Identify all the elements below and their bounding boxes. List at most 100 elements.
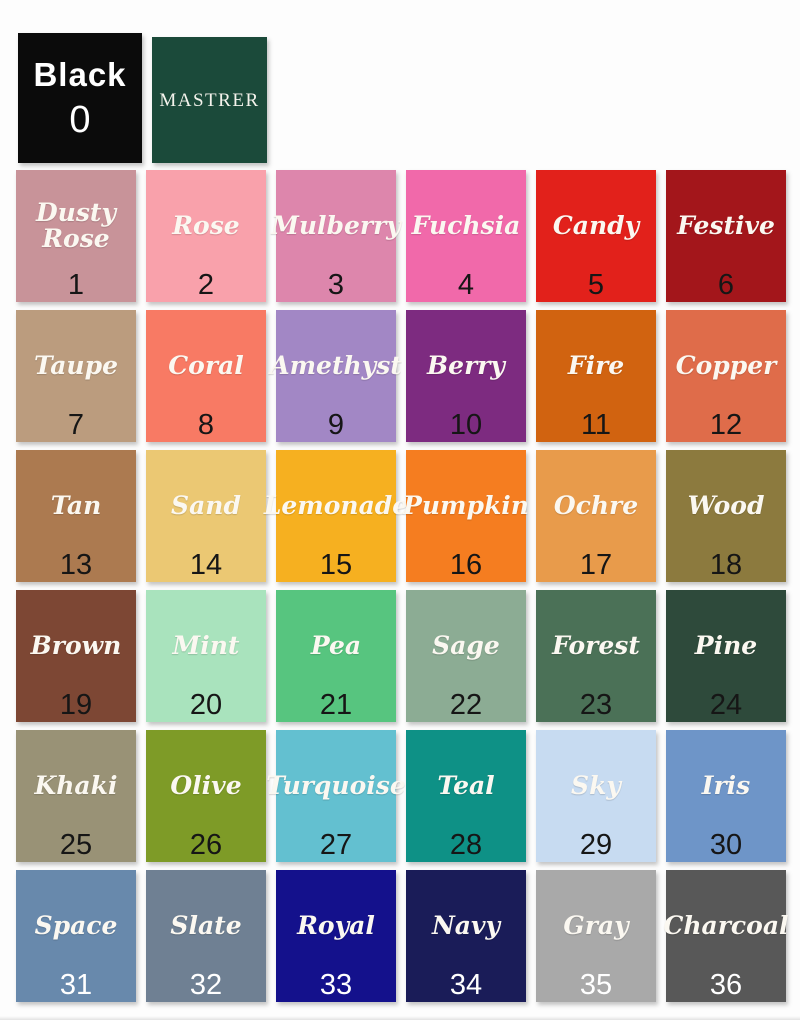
swatch-name: Amethyst: [270, 350, 402, 380]
swatch-mulberry: Mulberry 3: [271, 170, 401, 302]
swatch-number: 2: [197, 269, 215, 301]
swatch-number: 23: [579, 689, 613, 721]
swatch-name: Tan: [50, 490, 102, 520]
swatch-coral: Coral 8: [146, 310, 266, 442]
swatch-name: Coral: [168, 350, 244, 380]
swatch-number: 29: [579, 829, 613, 861]
swatch-number: 21: [319, 689, 353, 721]
swatch-rose: Rose 2: [146, 170, 266, 302]
swatch-tan: Tan 13: [16, 450, 136, 582]
swatch-berry: Berry 10: [406, 310, 526, 442]
swatch-number: 34: [449, 969, 483, 1001]
swatch-number: 16: [449, 549, 483, 581]
swatch-name: Royal: [297, 910, 375, 940]
swatch-number: 13: [59, 549, 93, 581]
swatch-teal: Teal 28: [406, 730, 526, 862]
swatch-forest: Forest 23: [536, 590, 656, 722]
swatch-name: Sky: [571, 770, 621, 800]
swatch-sky: Sky 29: [536, 730, 656, 862]
swatch-number: 5: [587, 269, 605, 301]
swatch-turquoise: Turquoise 27: [266, 730, 406, 862]
swatch-name: Pumpkin: [403, 490, 529, 520]
swatch-fuchsia: Fuchsia 4: [406, 170, 526, 302]
swatch-pea: Pea 21: [276, 590, 396, 722]
swatch-wood: Wood 18: [666, 450, 786, 582]
swatch-number: 7: [67, 409, 85, 441]
swatch-number: 9: [327, 409, 345, 441]
swatch-name: Ochre: [553, 490, 639, 520]
swatch-sage: Sage 22: [406, 590, 526, 722]
swatch-number: 11: [580, 409, 612, 441]
swatch-name: Wood: [687, 490, 765, 520]
swatch-number: 28: [449, 829, 483, 861]
black-label: Black: [33, 55, 127, 93]
swatch-khaki: Khaki 25: [16, 730, 136, 862]
swatch-number: 12: [709, 409, 743, 441]
swatch-name: Berry: [427, 350, 505, 380]
swatch-number: 27: [319, 829, 353, 861]
swatch-amethyst: Amethyst 9: [270, 310, 402, 442]
swatch-name: Slate: [170, 910, 242, 940]
swatch-name: Taupe: [34, 350, 118, 380]
swatch-olive: Olive 26: [146, 730, 266, 862]
swatch-name: Mulberry: [271, 210, 401, 240]
swatch-name: Forest: [552, 630, 640, 660]
swatch-royal: Royal 33: [276, 870, 396, 1002]
swatch-name: Fire: [567, 350, 625, 380]
swatch-number: 30: [709, 829, 743, 861]
swatch-slate: Slate 32: [146, 870, 266, 1002]
swatch-pumpkin: Pumpkin 16: [403, 450, 529, 582]
swatch-name: Iris: [701, 770, 751, 800]
swatch-name: Sage: [432, 630, 500, 660]
swatch-number: 22: [449, 689, 483, 721]
swatch-name: Space: [34, 910, 118, 940]
swatch-taupe: Taupe 7: [16, 310, 136, 442]
swatch-number: 31: [59, 969, 93, 1001]
swatch-number: 10: [449, 409, 483, 441]
swatch-brown: Brown 19: [16, 590, 136, 722]
swatch-number: 14: [189, 549, 223, 581]
swatch-navy: Navy 34: [406, 870, 526, 1002]
swatch-number: 8: [197, 409, 215, 441]
swatch-name: Lemonade: [263, 490, 409, 520]
swatch-number: 1: [67, 269, 85, 301]
brand-tile: MASTRER: [152, 37, 267, 163]
swatch-name: Turquoise: [266, 770, 406, 800]
swatch-sand: Sand 14: [146, 450, 266, 582]
swatch-name: Olive: [170, 770, 242, 800]
swatch-name: Rose: [172, 210, 240, 240]
swatch-number: 32: [189, 969, 223, 1001]
swatch-number: 26: [189, 829, 223, 861]
brand-label: MASTRER: [159, 89, 260, 111]
swatch-lemonade: Lemonade 15: [264, 450, 408, 582]
swatch-copper: Copper 12: [666, 310, 786, 442]
swatch-mint: Mint 20: [146, 590, 266, 722]
swatch-number: 25: [59, 829, 93, 861]
swatch-gray: Gray 35: [536, 870, 656, 1002]
black-number: 0: [69, 98, 91, 141]
swatch-number: 19: [59, 689, 93, 721]
swatch-pine: Pine 24: [666, 590, 786, 722]
swatch-name: Mint: [172, 630, 240, 660]
swatch-number: 17: [579, 549, 613, 581]
swatch-ochre: Ochre 17: [536, 450, 656, 582]
swatch-number: 24: [709, 689, 743, 721]
swatch-name: Sand: [171, 490, 241, 520]
swatch-number: 35: [579, 969, 613, 1001]
swatch-name: Fuchsia: [411, 210, 521, 240]
swatch-candy: Candy 5: [536, 170, 656, 302]
swatch-name: Gray: [563, 910, 629, 940]
swatch-charcoal: Charcoal 36: [663, 870, 789, 1002]
swatch-number: 18: [709, 549, 743, 581]
swatch-number: 6: [717, 269, 735, 301]
swatch-iris: Iris 30: [666, 730, 786, 862]
swatch-space: Space 31: [16, 870, 136, 1002]
swatch-name: Khaki: [34, 770, 118, 800]
swatch-name: Dusty Rose: [35, 197, 116, 253]
swatch-name: Festive: [677, 210, 775, 240]
swatch-name: Pine: [694, 630, 758, 660]
swatch-black: Black 0: [18, 33, 142, 163]
swatch-number: 20: [189, 689, 223, 721]
swatch-name: Teal: [437, 770, 495, 800]
